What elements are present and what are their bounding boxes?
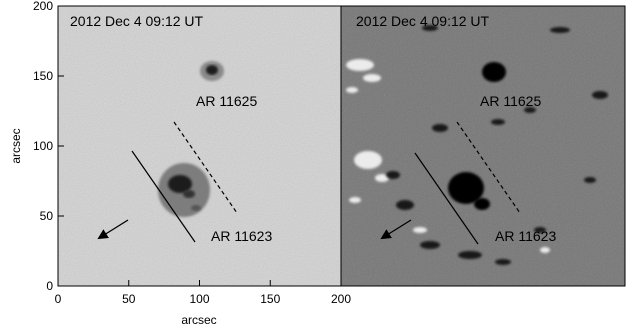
y-tick-label: 0: [46, 279, 53, 293]
x-axis-label: arcsec: [181, 313, 216, 327]
x-axis: 0 50 100 150 200 arcsec: [55, 280, 351, 327]
y-tick-label: 200: [33, 0, 53, 13]
magnetogram-panel: 2012 Dec 4 09:12 UT AR 11625 AR 11623: [341, 6, 625, 286]
x-tick-label: 0: [55, 292, 62, 306]
x-tick-label: 200: [331, 292, 351, 306]
y-axis: 0 50 100 150 200 arcsec: [9, 0, 64, 293]
solid-line: [414, 152, 479, 245]
magnetogram-timestamp: 2012 Dec 4 09:12 UT: [356, 13, 490, 29]
sunspot-ar11623: [158, 163, 210, 217]
y-tick-label: 50: [40, 209, 54, 223]
direction-arrow: [380, 219, 412, 240]
y-tick-label: 150: [33, 69, 53, 83]
continuum-label-ar11623: AR 11623: [211, 228, 272, 244]
x-tick-label: 100: [189, 292, 209, 306]
dashed-line: [173, 121, 238, 214]
magnetogram-spot-ar11625: [482, 62, 506, 82]
sunspot-ar11625: [200, 61, 224, 81]
continuum-label-ar11625: AR 11625: [196, 93, 257, 109]
magnetogram-label-ar11625: AR 11625: [480, 93, 541, 109]
solid-line: [131, 150, 196, 243]
y-axis-label: arcsec: [9, 128, 23, 163]
magnetogram-label-ar11623: AR 11623: [495, 228, 556, 244]
magnetogram-spot-ar11623: [448, 172, 490, 210]
y-tick-label: 100: [33, 139, 53, 153]
x-tick-label: 50: [122, 292, 136, 306]
continuum-panel: 2012 Dec 4 09:12 UT AR 11625 AR 11623: [58, 6, 341, 286]
direction-arrow: [97, 219, 129, 240]
negative-polarity-patches: [386, 25, 608, 265]
dashed-line: [456, 121, 521, 214]
positive-polarity-patches: [346, 59, 550, 253]
continuum-background: [58, 6, 341, 286]
magnetogram-background: [341, 6, 625, 286]
x-tick-label: 150: [260, 292, 280, 306]
continuum-timestamp: 2012 Dec 4 09:12 UT: [70, 13, 204, 29]
